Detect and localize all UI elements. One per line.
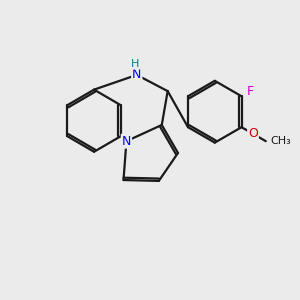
Text: N: N <box>122 135 131 148</box>
Text: H: H <box>131 59 140 69</box>
Text: O: O <box>248 127 258 140</box>
Text: N: N <box>132 68 141 81</box>
Text: CH₃: CH₃ <box>270 136 291 146</box>
Text: F: F <box>247 85 254 98</box>
